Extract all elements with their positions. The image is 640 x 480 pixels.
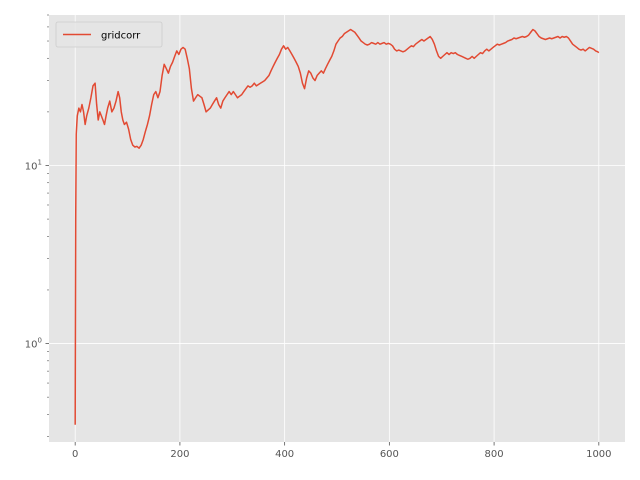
axes: 0 200 400 600 800 1000 100 101: [25, 158, 612, 460]
legend-label: gridcorr: [101, 31, 141, 42]
grid-lines: [49, 15, 625, 442]
x-tick-label: 0: [72, 449, 78, 460]
x-tick-label: 200: [170, 449, 189, 460]
minor-ticks: [47, 14, 49, 437]
x-tick-label: 600: [380, 449, 399, 460]
legend-box: [55, 21, 163, 48]
series-layer: [74, 28, 600, 425]
x-tick-label: 1000: [586, 449, 611, 460]
series-line-gridcorr: [74, 28, 600, 425]
y-tick-label: 100: [25, 337, 42, 351]
legend: gridcorr: [55, 21, 163, 48]
x-tick-label: 400: [275, 449, 294, 460]
x-tick-label: 800: [485, 449, 504, 460]
plot-area: [49, 15, 625, 442]
y-tick-label: 101: [25, 158, 42, 172]
